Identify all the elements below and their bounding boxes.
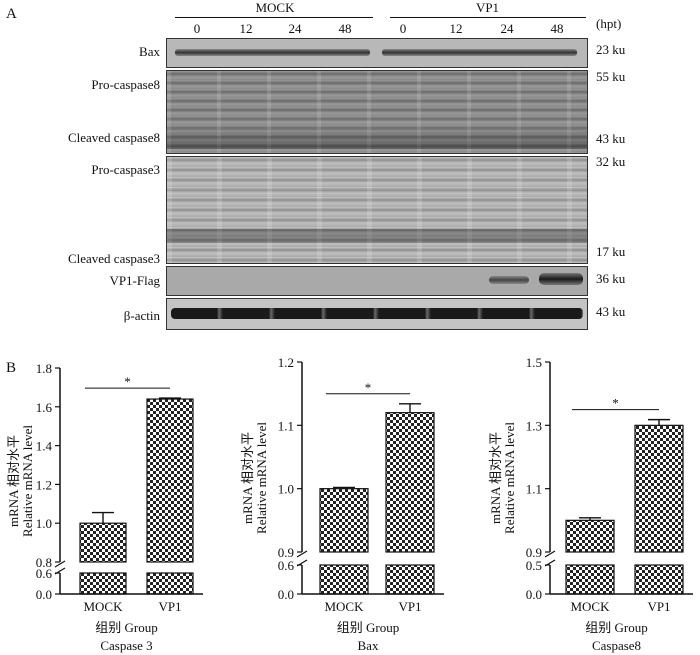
y-axis-label-cn: mRNA 相对水平 [488, 432, 503, 524]
x-tick-label: MOCK [83, 599, 123, 614]
x-axis-label: 组别 Group [585, 620, 647, 635]
lane-label: 12 [449, 21, 463, 36]
x-tick-label: MOCK [324, 599, 364, 614]
bar-vp1-lower [385, 564, 435, 595]
time-unit-label: (hpt) [596, 16, 622, 31]
y-tick-label: 0.0 [526, 587, 542, 602]
group-underline-vp1 [390, 17, 586, 18]
western-blot-bax [166, 38, 588, 68]
group-header-mock: MOCK [255, 0, 295, 15]
x-tick-label: MOCK [570, 599, 610, 614]
y-tick-label: 1.1 [278, 418, 294, 433]
group-underline-mock [175, 17, 373, 18]
y-tick-label: 0.6 [36, 566, 53, 581]
bar-vp1-upper [146, 398, 194, 563]
blot-label-beta-actin: β-actin [123, 308, 160, 323]
y-tick-label: 1.1 [526, 482, 542, 497]
y-tick-label: 1.2 [36, 477, 52, 492]
bar-vp1-lower [146, 572, 194, 595]
marker-43ku-actin: 43 ku [596, 304, 626, 319]
bar-mock-upper [565, 519, 615, 553]
x-tick-label: VP1 [647, 599, 670, 614]
y-tick-label: 0.9 [278, 545, 294, 560]
western-blot-caspase3 [166, 156, 588, 264]
y-tick-label: 1.4 [36, 439, 53, 454]
marker-43ku-casp8: 43 ku [596, 131, 626, 146]
blot-label-cleaved-caspase8: Cleaved caspase8 [67, 130, 160, 145]
lane-label: 48 [338, 21, 352, 36]
y-tick-label: 0.0 [278, 587, 294, 602]
marker-17ku: 17 ku [596, 244, 626, 259]
panel-a-label: A [6, 6, 17, 22]
x-tick-label: VP1 [398, 599, 421, 614]
x-tick-label: VP1 [158, 599, 181, 614]
lane-label: 48 [550, 21, 564, 36]
western-blot-vp1-flag [166, 266, 588, 296]
group-header-vp1: VP1 [475, 0, 500, 15]
y-tick-label: 0.8 [36, 555, 52, 570]
bar-mock-lower [319, 564, 369, 595]
bar-mock-upper [79, 522, 127, 563]
bar-vp1-upper [385, 412, 435, 553]
blot-label-pro-caspase3: Pro-caspase3 [91, 162, 160, 177]
y-tick-label: 1.3 [526, 418, 542, 433]
x-axis-label: 组别 Group [337, 620, 399, 635]
significance-star: * [365, 380, 372, 395]
y-axis-label-en: Relative mRNA level [254, 422, 269, 534]
y-tick-label: 0.0 [36, 587, 52, 602]
y-axis-label-en: Relative mRNA level [502, 422, 517, 534]
western-blot-caspase8 [166, 70, 588, 154]
chart-title: Caspase8 [592, 638, 641, 653]
lane-label: 24 [288, 21, 302, 36]
panel-b-label: B [6, 360, 17, 376]
y-axis-label-en: Relative mRNA level [20, 425, 35, 537]
lane-label: 24 [500, 21, 514, 36]
y-tick-label: 0.6 [278, 558, 295, 573]
y-tick-label: 0.9 [526, 545, 542, 560]
marker-23ku: 23 ku [596, 42, 626, 57]
marker-55ku: 55 ku [596, 69, 626, 84]
bar-mock-lower [565, 564, 615, 595]
bar-mock-lower [79, 572, 127, 595]
significance-star: * [124, 374, 131, 389]
chart-title: Caspase 3 [100, 638, 152, 653]
bar-vp1-upper [634, 424, 684, 553]
lane-label: 12 [239, 21, 253, 36]
lane-label: 0 [399, 21, 407, 36]
y-tick-label: 1.2 [278, 355, 294, 370]
y-tick-label: 1.0 [36, 516, 52, 531]
lane-label: 0 [193, 21, 201, 36]
y-tick-label: 1.8 [36, 361, 52, 376]
blot-label-vp1-flag: VP1-Flag [109, 273, 160, 288]
y-tick-label: 1.0 [278, 482, 294, 497]
y-tick-label: 0.5 [526, 558, 542, 573]
bar-vp1-lower [634, 564, 684, 595]
blot-label-cleaved-caspase3: Cleaved caspase3 [67, 251, 160, 266]
blot-label-bax: Bax [139, 44, 160, 59]
significance-star: * [612, 396, 619, 411]
bar-mock-upper [319, 488, 369, 553]
axis-break-mark [296, 550, 308, 567]
y-tick-label: 1.5 [526, 355, 542, 370]
y-tick-label: 1.6 [36, 400, 53, 415]
blot-label-pro-caspase8: Pro-caspase8 [91, 77, 160, 92]
y-axis-label-cn: mRNA 相对水平 [240, 432, 255, 524]
y-axis-label-cn: mRNA 相对水平 [6, 435, 21, 527]
axis-break-mark [54, 560, 66, 575]
marker-36ku: 36 ku [596, 271, 626, 286]
western-blot-beta-actin [166, 298, 588, 330]
chart-title: Bax [358, 638, 379, 653]
marker-32ku: 32 ku [596, 154, 626, 169]
axis-break-mark [544, 550, 556, 567]
x-axis-label: 组别 Group [95, 620, 157, 635]
